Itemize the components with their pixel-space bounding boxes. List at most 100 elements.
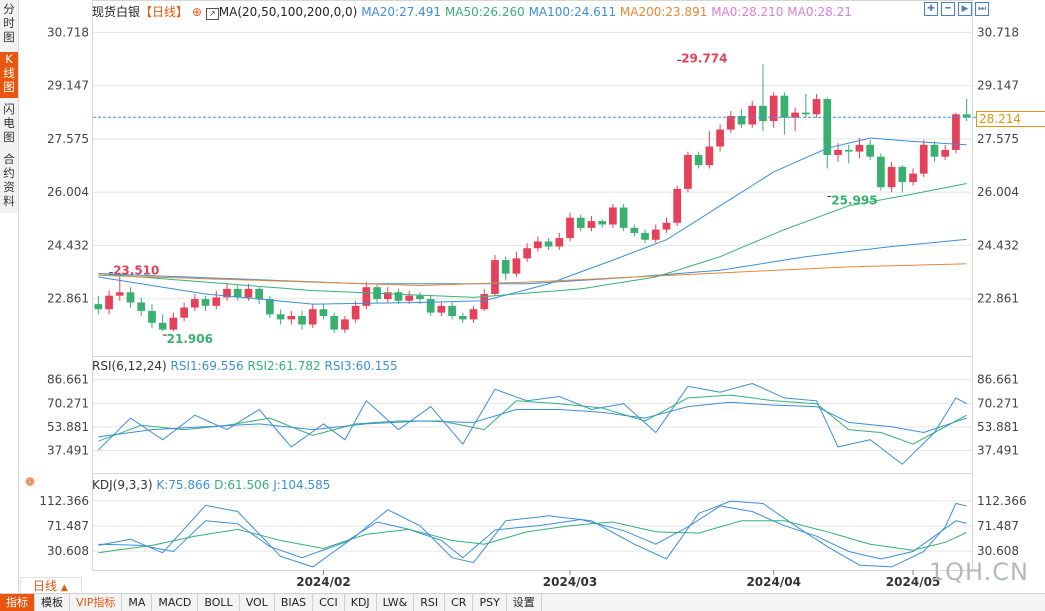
- candle-body: [952, 114, 960, 150]
- candle-body: [930, 144, 939, 157]
- y-tick-label-left: 71.487: [47, 519, 89, 533]
- rsi-name: RSI(6,12,24): [92, 359, 167, 373]
- indicator-tab-7[interactable]: BIAS: [275, 594, 314, 611]
- ma-value-1: MA50:26.260: [441, 5, 525, 19]
- play-icon[interactable]: ▶: [958, 2, 972, 16]
- y-tick-label-left: 112.366: [39, 494, 89, 508]
- candle-body: [684, 154, 692, 189]
- y-tick-label-left: 29.147: [47, 79, 89, 93]
- period-label: 日线: [33, 579, 58, 593]
- candle-body: [491, 260, 499, 294]
- chart-canvas[interactable]: 30.718 30.718 29.147 29.147 27.575 27.575 26.0…: [0, 0, 1045, 595]
- candle-body: [576, 217, 585, 228]
- candle-body: [726, 116, 735, 130]
- indicator-tab-13[interactable]: PSY: [473, 594, 507, 611]
- y-tick-label-left: 30.718: [47, 25, 89, 39]
- y-tick-label-right: 29.147: [977, 79, 1019, 93]
- candle-body: [909, 173, 917, 183]
- candle-body: [298, 316, 306, 325]
- y-tick-label-right: 30.608: [977, 544, 1019, 558]
- indicator-tab-1[interactable]: 模板: [35, 594, 70, 611]
- ma-value-3: MA200:23.891: [616, 5, 708, 19]
- candle-body: [469, 309, 478, 320]
- series-line-ma50: [98, 183, 967, 298]
- rsi-value-1: RSI2:61.782: [243, 359, 321, 373]
- x-tick-label: 2024/02: [296, 575, 350, 589]
- series-line-k: [98, 505, 967, 560]
- candle-body: [866, 144, 875, 157]
- y-tick-label-left: 86.661: [47, 373, 89, 387]
- candle-body: [919, 144, 928, 174]
- y-tick-label-left: 22.861: [47, 292, 89, 306]
- ma-value-5: MA0:28.21: [783, 5, 852, 19]
- y-tick-label-left: 24.432: [47, 238, 89, 252]
- zoom-in-icon[interactable]: ✚: [924, 2, 938, 16]
- tab-flash[interactable]: 闪电图: [3, 102, 15, 144]
- indicator-tab-0[interactable]: 指标: [0, 594, 35, 611]
- kdj-value-0: K:75.866: [156, 478, 211, 492]
- y-tick-label-right: 22.861: [977, 292, 1019, 306]
- next-icon[interactable]: ⏭: [975, 2, 989, 16]
- rsi-legend: RSI(6,12,24) RSI1:69.556 RSI2:61.782 RSI…: [92, 359, 398, 373]
- rsi-values: RSI1:69.556 RSI2:61.782 RSI3:60.155: [171, 359, 398, 373]
- series-line-rsi2: [98, 394, 967, 445]
- candle-body: [737, 116, 746, 125]
- candle-body: [426, 299, 435, 313]
- candle-body: [126, 292, 135, 303]
- candle-body: [555, 238, 564, 247]
- candle-body: [673, 188, 682, 223]
- candle-body: [512, 258, 521, 274]
- y-tick-label-left: 27.575: [47, 132, 89, 146]
- indicator-tab-11[interactable]: RSI: [414, 594, 446, 611]
- indicator-tab-5[interactable]: BOLL: [198, 594, 240, 611]
- candle-body: [255, 288, 264, 300]
- indicator-tab-6[interactable]: VOL: [240, 594, 275, 611]
- candle-body: [180, 307, 188, 318]
- indicator-tab-14[interactable]: 设置: [507, 594, 542, 611]
- zoom-out-icon[interactable]: ━: [941, 2, 955, 16]
- tab-contract-info[interactable]: 合约资料: [3, 152, 15, 208]
- indicator-tab-8[interactable]: CCI: [313, 594, 345, 611]
- indicator-tab-4[interactable]: MACD: [152, 594, 199, 611]
- ma-values: MA20:27.491 MA50:26.260 MA100:24.611 MA2…: [361, 5, 852, 19]
- tab-kline[interactable]: K线图: [0, 52, 18, 98]
- candle-body: [887, 166, 896, 188]
- ma-toggle-icon[interactable]: ↗: [205, 8, 219, 20]
- kdj-value-2: J:104.585: [269, 478, 331, 492]
- y-tick-label-left: 30.608: [47, 544, 89, 558]
- series-line-rsi3: [98, 401, 967, 438]
- plot-frame: [92, 0, 973, 571]
- indicator-tab-3[interactable]: MA: [122, 594, 153, 611]
- watermark: 1QH.CN: [928, 558, 1029, 586]
- candle-body: [458, 316, 467, 320]
- indicator-tab-9[interactable]: KDJ: [345, 594, 377, 611]
- indicator-tab-12[interactable]: CR: [445, 594, 474, 611]
- indicator-settings-icon[interactable]: ❁: [25, 475, 36, 489]
- candle-body: [266, 299, 274, 315]
- indicator-tab-bar: 指标 模板 VIP指标 MA MACD BOLL VOL BIAS CCI KDJ LW& RSI CR…: [0, 593, 1045, 611]
- y-tick-label-left: 26.004: [47, 185, 89, 199]
- candle-body: [598, 221, 607, 225]
- candle-body: [158, 322, 167, 330]
- candle-body: [759, 105, 767, 122]
- y-tick-label-left: 37.491: [47, 444, 89, 458]
- candle-body: [791, 112, 799, 118]
- settings-icon[interactable]: ⊕: [191, 5, 202, 19]
- candle-body: [169, 317, 178, 330]
- candle-body: [501, 260, 510, 274]
- candle-body: [544, 241, 553, 247]
- indicator-tab-10[interactable]: LW&: [377, 594, 415, 611]
- candle-body: [801, 112, 810, 115]
- indicator-tab-2[interactable]: VIP指标: [70, 594, 123, 611]
- candle-body: [855, 144, 864, 152]
- candle-body: [534, 241, 542, 249]
- chevron-up-icon: ▲: [60, 583, 68, 593]
- tab-timeshare[interactable]: 分时图: [3, 2, 15, 44]
- candle-body: [319, 309, 328, 317]
- candle-body: [330, 316, 339, 330]
- candle-body: [651, 229, 660, 240]
- candle-body: [823, 99, 832, 155]
- candle-body: [566, 217, 574, 239]
- candle-body: [448, 305, 456, 317]
- ma-value-2: MA100:24.611: [524, 5, 617, 19]
